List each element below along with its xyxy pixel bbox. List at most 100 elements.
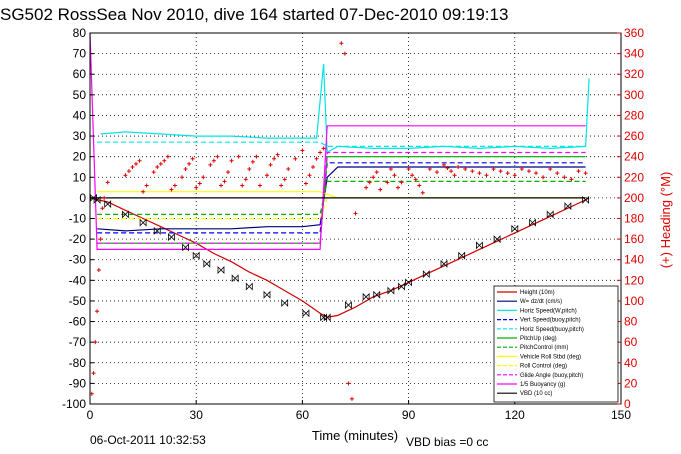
- y-right-tick-label: 180: [624, 212, 644, 226]
- chart-title: SG502 RossSea Nov 2010, dive 164 started…: [0, 5, 508, 24]
- heading-point: [420, 190, 425, 195]
- heading-point: [215, 154, 220, 159]
- heading-point: [180, 175, 185, 180]
- heading-point: [105, 180, 110, 185]
- vbd-marker: [493, 235, 501, 244]
- heading-point: [346, 381, 351, 386]
- vbd-marker: [546, 210, 554, 219]
- y-tick-label: -30: [69, 253, 87, 267]
- legend-label: Glide Angle (buoy,pitch): [520, 373, 583, 379]
- y-tick-label: -70: [69, 335, 87, 349]
- y-right-tick-label: 320: [624, 67, 644, 81]
- legend-label: Horiz Speed(W,pitch): [520, 308, 577, 314]
- x-axis-label: Time (minutes): [312, 428, 398, 443]
- heading-point: [434, 170, 439, 175]
- y-tick-label: 60: [73, 67, 87, 81]
- heading-point: [339, 41, 344, 46]
- x-tick-label: 120: [505, 408, 525, 422]
- vbd-marker: [139, 218, 147, 227]
- heading-point: [158, 161, 163, 166]
- legend-label: PitchUp (deg): [520, 336, 557, 342]
- heading-point: [583, 171, 588, 176]
- y-tick-label: -20: [69, 232, 87, 246]
- heading-point: [300, 148, 305, 153]
- x-tick-label: 150: [611, 408, 631, 422]
- heading-point: [318, 150, 323, 155]
- y-tick-label: 40: [73, 108, 87, 122]
- vbd-marker: [263, 290, 271, 299]
- y-tick-label: -60: [69, 315, 87, 329]
- heading-point: [534, 171, 539, 176]
- heading-point: [498, 169, 503, 174]
- heading-point: [286, 167, 291, 172]
- x-tick-label: 90: [402, 408, 416, 422]
- heading-point: [413, 177, 418, 182]
- heading-point: [395, 185, 400, 190]
- heading-point: [445, 166, 450, 171]
- legend-box: [493, 285, 619, 403]
- vbd-marker: [192, 251, 200, 260]
- vbd-marker: [511, 224, 519, 233]
- y-tick-label: 80: [73, 26, 87, 40]
- heading-point: [349, 396, 354, 401]
- heading-point: [512, 173, 517, 178]
- vbd-marker: [345, 301, 352, 310]
- heading-point: [201, 175, 206, 180]
- heading-point: [211, 158, 216, 163]
- vbd-marker: [122, 210, 129, 219]
- heading-point: [541, 175, 546, 180]
- heading-point: [548, 167, 553, 172]
- heading-point: [236, 154, 241, 159]
- series-line-1-5-buoyancy-g: [89, 32, 586, 250]
- heading-point: [562, 175, 567, 180]
- heading-point: [208, 162, 213, 167]
- heading-point: [279, 183, 284, 188]
- vbd-marker: [203, 259, 211, 268]
- heading-point: [144, 183, 149, 188]
- vbd-marker: [93, 195, 101, 204]
- heading-point: [470, 169, 475, 174]
- heading-point: [100, 206, 105, 211]
- heading-point: [165, 154, 170, 159]
- vbd-marker: [582, 195, 589, 204]
- vbd-marker: [405, 278, 412, 287]
- heading-point: [526, 169, 531, 174]
- legend-label: Roll Control (deg): [520, 364, 567, 370]
- heading-point: [484, 173, 489, 178]
- heading-point: [265, 173, 269, 178]
- y-tick-label: 20: [73, 150, 87, 164]
- heading-point: [194, 185, 199, 190]
- vbd-marker: [168, 233, 175, 242]
- y-axis-right-label: (+) Heading (°M): [658, 172, 673, 269]
- heading-point: [374, 170, 379, 175]
- y-right-tick-label: 140: [624, 253, 644, 267]
- heading-point: [314, 156, 319, 161]
- heading-point: [222, 179, 227, 184]
- heading-point: [385, 180, 390, 185]
- heading-point: [505, 171, 510, 176]
- heading-point: [293, 156, 298, 161]
- vbd-marker: [362, 292, 370, 301]
- heading-point: [126, 169, 131, 174]
- y-axis-right: 0 20 40 60 80 100 120 140 160 180 200 220 240 260 280 3…: [617, 26, 644, 411]
- heading-point: [151, 170, 156, 175]
- heading-point: [555, 171, 560, 176]
- legend-label: Horiz Speed(buoy,pitch): [520, 327, 584, 333]
- series-line-w-dz-dt-cm-s: [97, 166, 586, 232]
- y-tick-label: 10: [73, 170, 87, 184]
- heading-point: [569, 177, 574, 182]
- heading-point: [123, 173, 128, 178]
- heading-point: [95, 309, 100, 314]
- heading-point: [576, 169, 581, 174]
- vbd-marker: [440, 259, 448, 268]
- heading-point: [183, 167, 188, 172]
- y-tick-label: -10: [69, 212, 87, 226]
- vbd-marker: [323, 313, 331, 322]
- vbd-marker: [476, 241, 483, 250]
- y-tick-label: -40: [69, 273, 87, 287]
- heading-point: [388, 167, 393, 172]
- x-axis: 0 30 60 90 120 150: [87, 400, 631, 422]
- heading-point: [98, 237, 103, 242]
- y-right-tick-label: 60: [624, 335, 638, 349]
- legend-items: Height (10m) W= dz/dt (cm/s) Horiz Speed(W…: [497, 290, 584, 397]
